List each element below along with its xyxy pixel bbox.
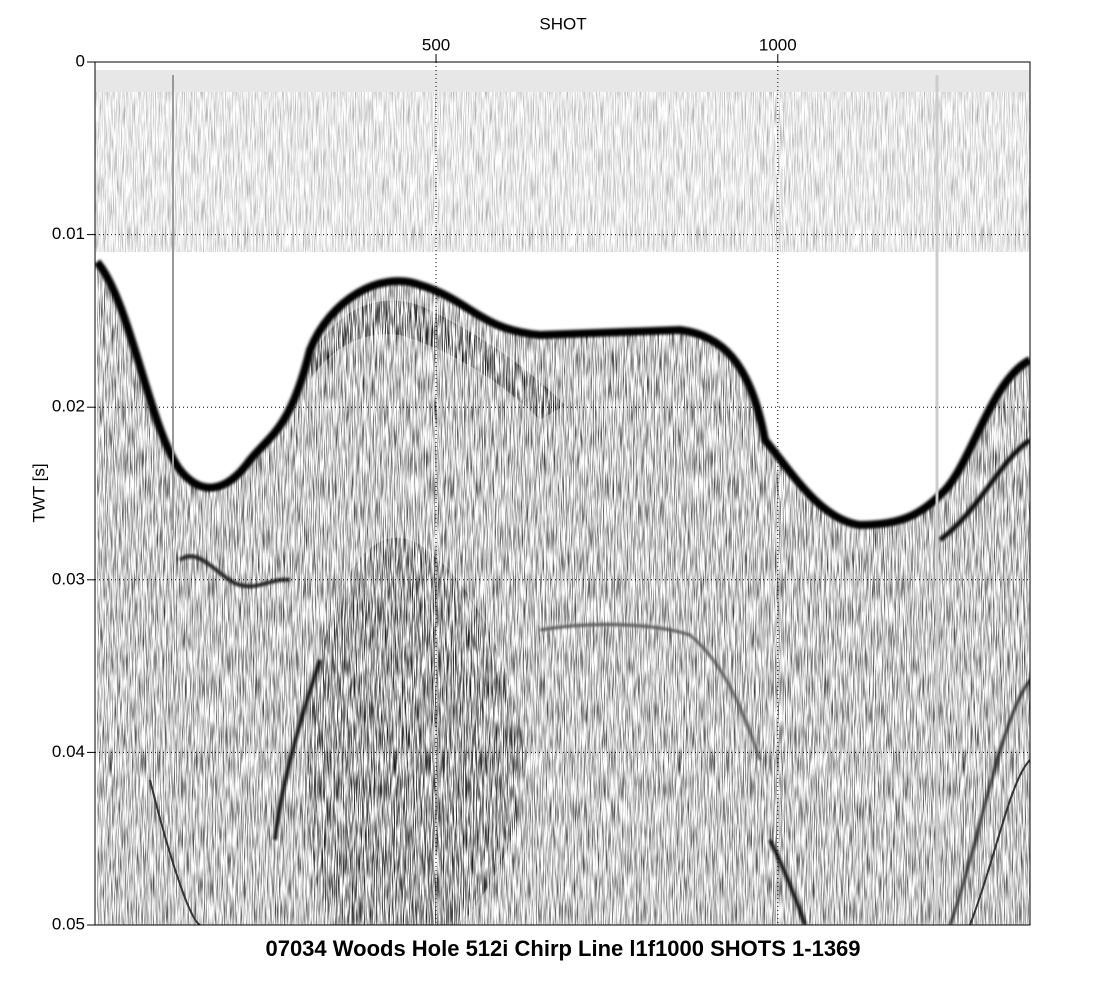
y-tick-label: 0.04 [52,742,85,761]
y-tick-label: 0.02 [52,397,85,416]
seismic-image [95,70,1030,925]
plot-frame [94,61,1031,926]
y-tick-label: 0 [76,51,85,70]
y-tick-label: 0.03 [52,569,85,588]
y-tick-label: 0.01 [52,224,85,243]
x-tick-label: 500 [422,35,450,54]
x-tick-label: 1000 [759,35,797,54]
y-tick-label: 0.05 [52,914,85,933]
x-axis-label: SHOT [539,14,586,33]
chart-title: 07034 Woods Hole 512i Chirp Line l1f1000… [265,936,860,961]
y-axis-label: TWT [s] [29,463,48,522]
